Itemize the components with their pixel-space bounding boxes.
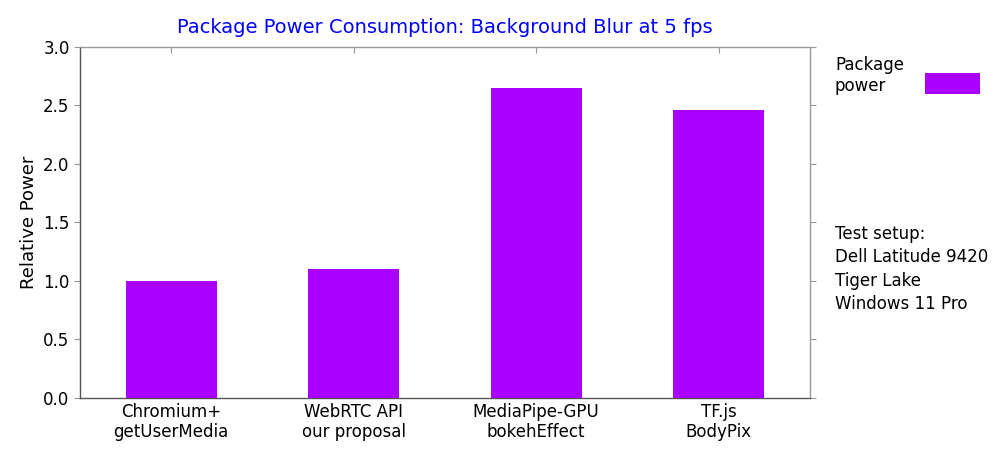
Bar: [308, 269, 399, 398]
Text: Package
power: Package power: [835, 56, 904, 95]
Title: Package Power Consumption: Background Blur at 5 fps: Package Power Consumption: Background Bl…: [177, 18, 713, 37]
Text: Test setup:
Dell Latitude 9420
Tiger Lake
Windows 11 Pro: Test setup: Dell Latitude 9420 Tiger Lak…: [835, 225, 988, 314]
Y-axis label: Relative Power: Relative Power: [20, 156, 38, 289]
Bar: [491, 88, 582, 398]
Bar: [126, 281, 217, 398]
Bar: [673, 110, 764, 398]
